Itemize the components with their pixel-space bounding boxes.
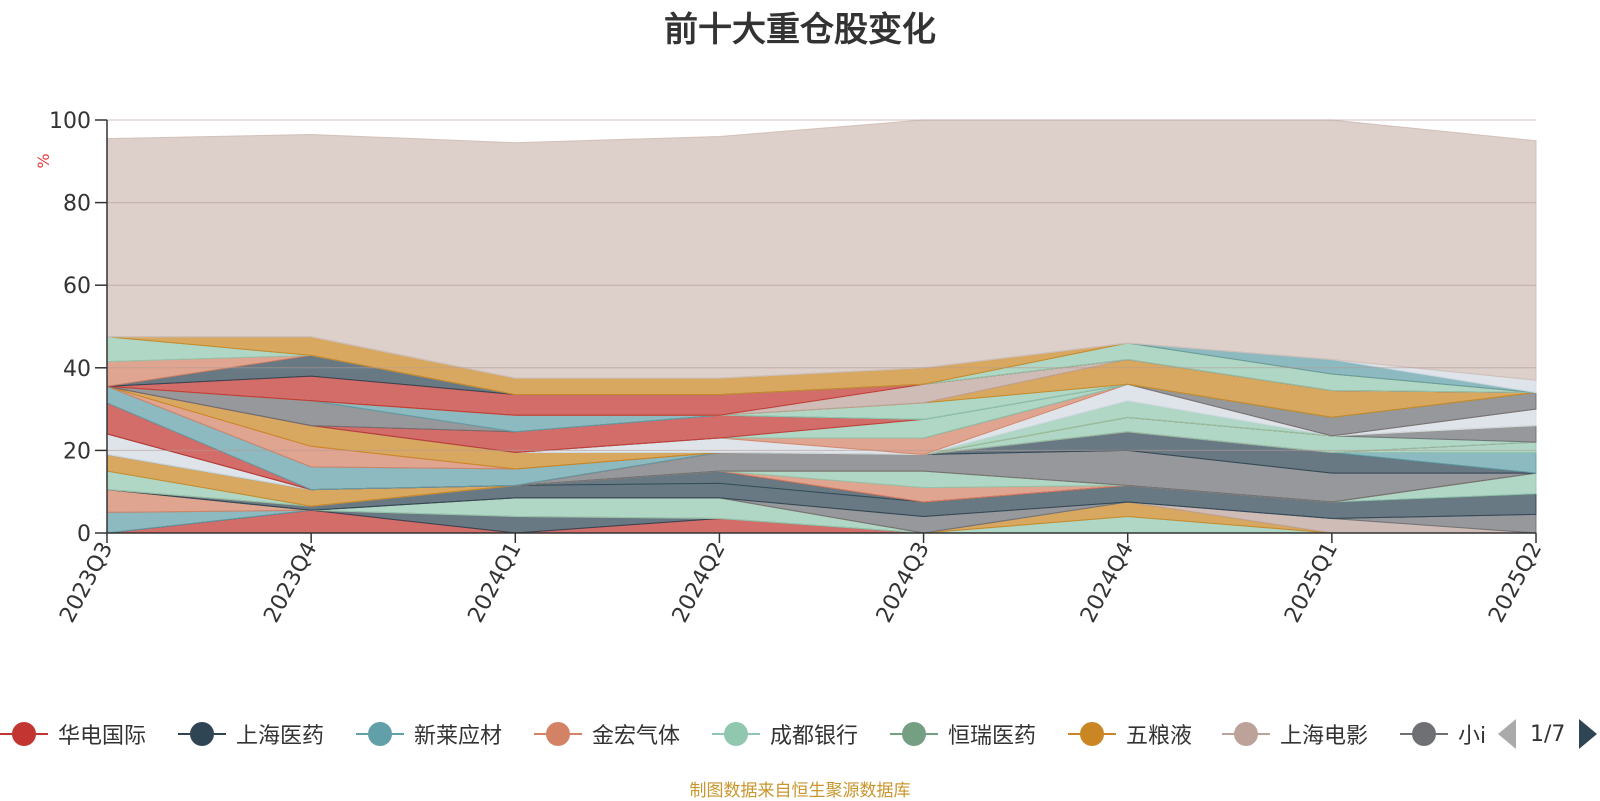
y-tick-label: 0 [77, 522, 91, 547]
x-tick-label: 2023Q3 [55, 538, 118, 627]
legend-next-page-icon[interactable] [1579, 719, 1598, 749]
x-tick-label: 2024Q1 [464, 538, 527, 627]
legend-label: 恒瑞医药 [948, 724, 1037, 749]
y-tick-label: 80 [63, 192, 91, 217]
y-tick-label: 60 [63, 274, 91, 299]
legend-marker-icon [890, 722, 938, 746]
legend-marker-icon [0, 722, 48, 746]
legend-label: 金宏气体 [592, 724, 681, 749]
y-tick-label: 20 [63, 439, 91, 464]
legend-item[interactable]: 上海医药 [178, 712, 324, 756]
legend-marker-icon [178, 722, 226, 746]
legend-label: 小i [1458, 724, 1487, 749]
area-series-47 [106, 119, 1537, 381]
legend-marker-icon [1400, 722, 1448, 746]
y-axis-unit-label: % [34, 153, 53, 168]
legend-marker-icon [712, 722, 760, 746]
area-layer [106, 119, 1537, 534]
x-tick-label: 2023Q4 [259, 538, 322, 627]
y-tick-label: 40 [63, 357, 91, 382]
legend-marker-icon [1068, 722, 1116, 746]
legend-prev-page-icon[interactable] [1498, 719, 1516, 749]
legend-item[interactable]: 小i [1400, 712, 1486, 756]
legend-item[interactable]: 五粮液 [1068, 712, 1192, 756]
x-tick-label: 2024Q4 [1076, 538, 1139, 627]
legend: 华电国际 上海医药 新莱应材 金宏气体 成都银行 恒瑞医药 五粮液 上海电影 小i [0, 712, 1488, 756]
x-tick-label: 2025Q2 [1484, 538, 1547, 627]
legend-item[interactable]: 新莱应材 [356, 712, 502, 756]
grid-layer [107, 119, 1536, 451]
legend-label: 华电国际 [58, 724, 147, 749]
legend-marker-icon [534, 722, 582, 746]
x-tick-label: 2024Q2 [668, 538, 731, 627]
legend-label: 上海医药 [236, 724, 325, 749]
legend-marker-icon [356, 722, 404, 746]
y-tick-label: 100 [49, 109, 91, 134]
legend-marker-icon [1222, 722, 1270, 746]
legend-label: 成都银行 [770, 724, 859, 749]
legend-item[interactable]: 华电国际 [0, 712, 146, 756]
x-tick-label: 2025Q1 [1280, 538, 1343, 627]
legend-label: 上海电影 [1280, 724, 1369, 749]
legend-item[interactable]: 恒瑞医药 [890, 712, 1036, 756]
x-tick-label: 2024Q3 [872, 538, 935, 627]
legend-item[interactable]: 上海电影 [1222, 712, 1368, 756]
legend-item[interactable]: 成都银行 [712, 712, 858, 756]
legend-page-indicator: 1/7 [1530, 721, 1566, 747]
legend-item[interactable]: 金宏气体 [534, 712, 680, 756]
legend-label: 五粮液 [1126, 724, 1193, 749]
chart-title: 前十大重仓股变化 [664, 10, 936, 50]
data-source-note: 制图数据来自恒生聚源数据库 [689, 781, 911, 801]
legend-pager: 1/7 [1498, 714, 1598, 754]
legend-label: 新莱应材 [414, 724, 503, 749]
